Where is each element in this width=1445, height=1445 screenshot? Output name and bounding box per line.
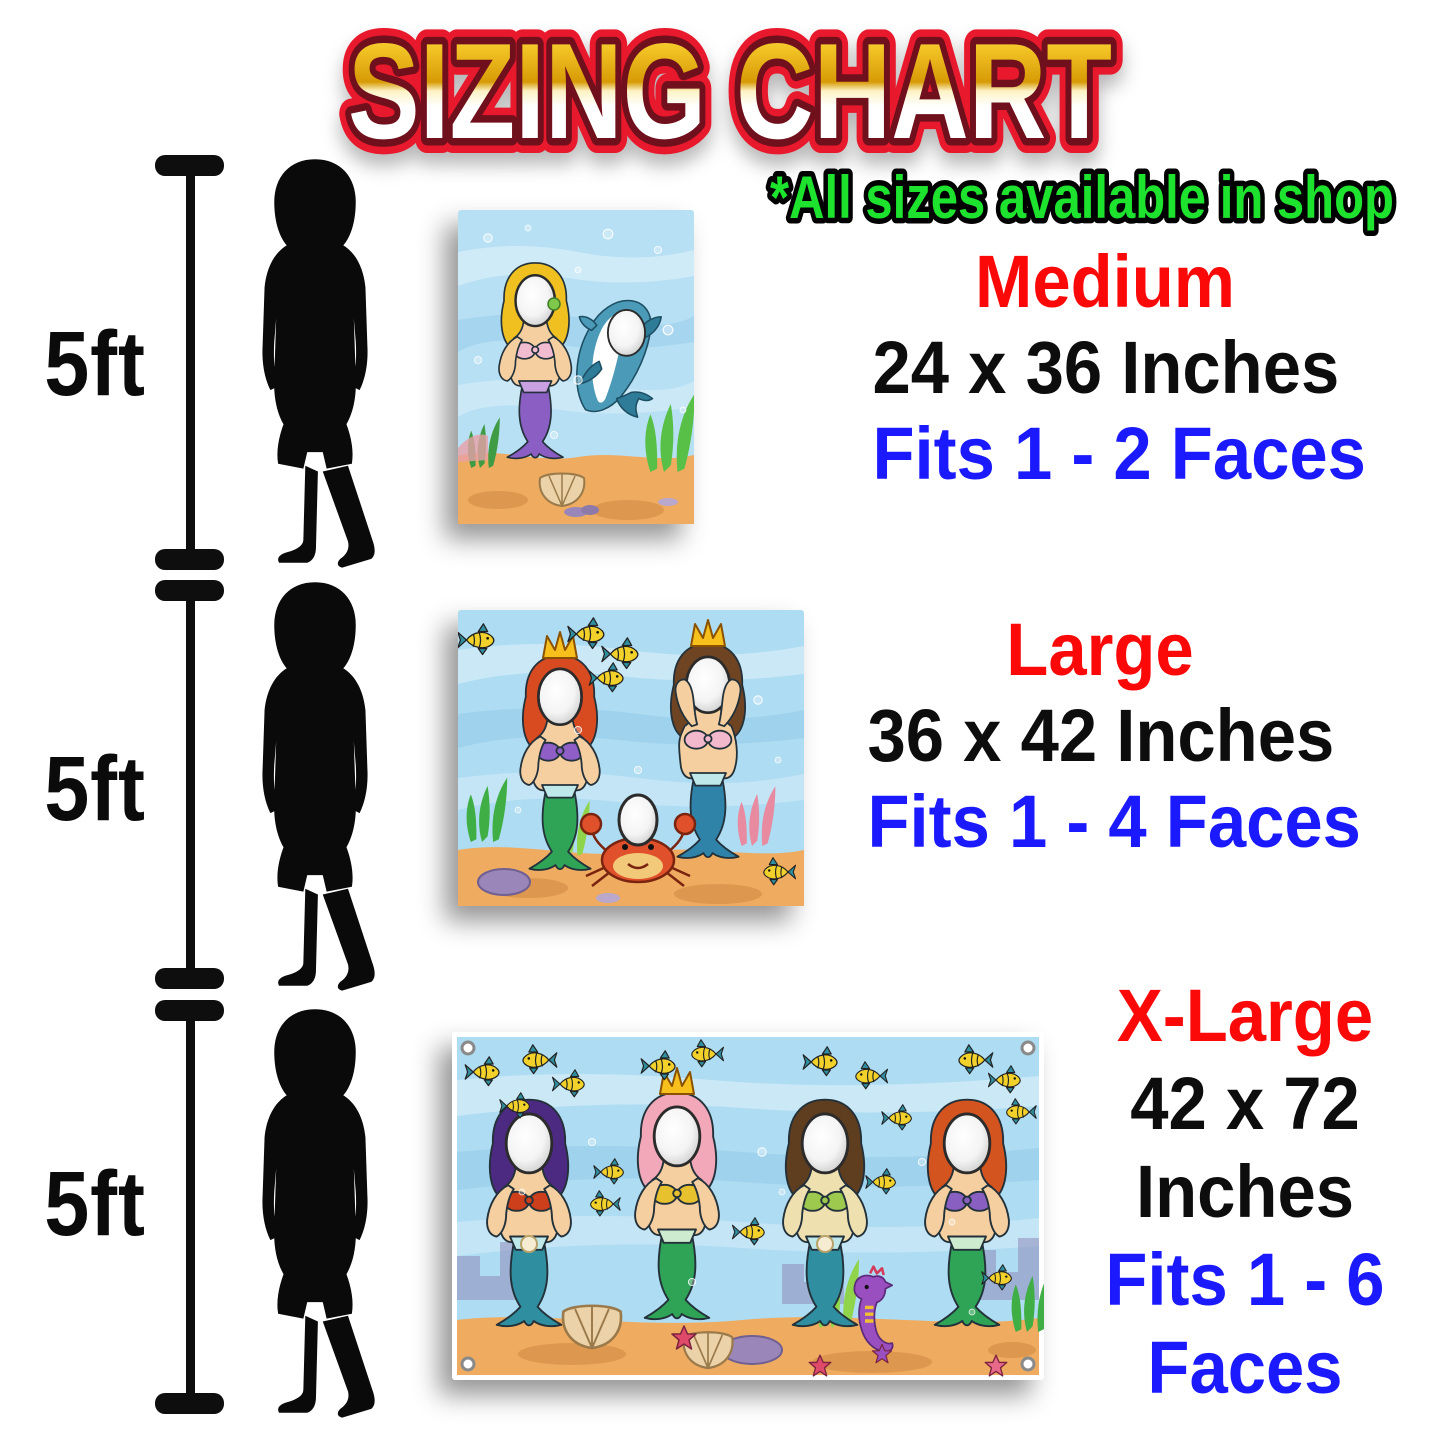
grommets bbox=[460, 1040, 1036, 1372]
size-dimensions: 42 x 72 Inches bbox=[1130, 1062, 1360, 1233]
size-dimensions: 36 x 42 Inches bbox=[867, 694, 1335, 777]
size-dimensions: 24 x 36 Inches bbox=[872, 326, 1340, 409]
board-large bbox=[458, 610, 804, 906]
mermaid-brown-hair bbox=[782, 1098, 868, 1328]
height-label: 5ft bbox=[44, 313, 146, 415]
size-info-large: Large 36 x 42 Inches Fits 1 - 4 Faces bbox=[850, 607, 1361, 865]
size-fits: Fits 1 - 4 Faces bbox=[867, 780, 1361, 863]
size-fits: Fits 1 - 6 Faces bbox=[1105, 1238, 1385, 1409]
ruler-pole bbox=[186, 165, 195, 561]
page-title: SIZING CHART bbox=[348, 20, 1112, 160]
ruler-cap bbox=[155, 549, 224, 570]
ruler-cap bbox=[155, 1393, 224, 1414]
child-silhouette bbox=[262, 1009, 375, 1418]
mermaid-purple-hair bbox=[486, 1098, 572, 1328]
size-info-medium: Medium 24 x 36 Inches Fits 1 - 2 Faces bbox=[855, 239, 1366, 497]
size-name: Large bbox=[1006, 608, 1194, 691]
ruler-pole bbox=[186, 1010, 195, 1404]
svg-text:SIZING CHART: SIZING CHART bbox=[348, 20, 1112, 160]
size-name: Medium bbox=[975, 240, 1235, 323]
height-label: 5ft bbox=[44, 738, 146, 840]
size-fits: Fits 1 - 2 Faces bbox=[872, 412, 1366, 495]
ruler-pole bbox=[186, 590, 195, 980]
svg-text:SIZING CHART: SIZING CHART bbox=[348, 20, 1112, 160]
note-art: *All sizes available in shop bbox=[765, 164, 1400, 237]
size-name: X-Large bbox=[1116, 974, 1374, 1057]
height-label: 5ft bbox=[44, 1153, 146, 1255]
child-silhouette bbox=[262, 159, 375, 568]
board-medium bbox=[458, 210, 694, 524]
page-title-art: SIZING CHART SIZING CHART SIZING CHART bbox=[333, 20, 1127, 160]
ruler-cap bbox=[155, 968, 224, 989]
child-silhouette bbox=[262, 582, 375, 991]
size-info-x-large: X-Large 42 x 72 Inches Fits 1 - 6 Faces bbox=[1045, 972, 1445, 1412]
crab bbox=[579, 793, 697, 888]
availability-note: *All sizes available in shop bbox=[770, 164, 1394, 231]
board-x-large bbox=[452, 1032, 1044, 1380]
mermaid-blonde bbox=[498, 261, 573, 460]
